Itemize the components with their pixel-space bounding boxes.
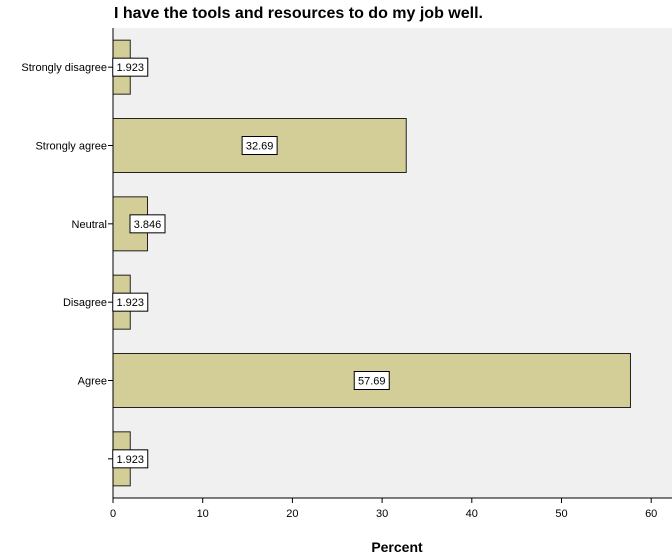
- data-label-text-strongly-agree: 32.69: [246, 141, 274, 153]
- x-axis-title: Percent: [371, 539, 423, 554]
- data-labels-group: 1.923 32.69 3.846 1.923 57.69 1.923: [112, 57, 390, 469]
- x-tick-label-60: 60: [645, 508, 657, 520]
- data-label-strongly-disagree: 1.923: [112, 57, 149, 77]
- data-label-agree: 57.69: [353, 371, 390, 390]
- data-label-neutral: 3.846: [129, 214, 166, 234]
- data-label-box-disagree: [112, 292, 149, 312]
- x-tick-label-50: 50: [555, 508, 567, 520]
- y-tick-label-strongly-disagree: Strongly disagree: [21, 62, 107, 74]
- x-tick-label-20: 20: [286, 508, 298, 520]
- y-tick-label-strongly-agree: Strongly agree: [35, 141, 107, 153]
- data-label-box-neutral: [129, 214, 166, 234]
- data-label-text-neutral: 3.846: [134, 219, 162, 231]
- y-tick-label-neutral: Neutral: [72, 219, 107, 231]
- chart-title: I have the tools and resources to do my …: [114, 5, 483, 22]
- data-label-unlabeled: 1.923: [112, 449, 149, 469]
- x-axis: 0 10 20 30 40 50 60: [110, 497, 672, 520]
- data-label-box-strongly-agree: [241, 136, 278, 155]
- data-label-text-agree: 57.69: [358, 376, 386, 388]
- data-label-text-disagree: 1.923: [116, 297, 144, 309]
- data-label-disagree: 1.923: [112, 292, 149, 312]
- x-tick-label-30: 30: [376, 508, 388, 520]
- x-tick-label-10: 10: [197, 508, 209, 520]
- y-axis: Strongly disagree Strongly agree Neutral Di…: [21, 28, 114, 498]
- y-tick-label-agree: Agree: [78, 376, 107, 388]
- data-label-box-agree: [353, 371, 390, 390]
- data-label-box-unlabeled: [112, 449, 149, 469]
- data-label-box-strongly-disagree: [112, 57, 149, 77]
- x-tick-label-40: 40: [466, 508, 478, 520]
- data-label-text-unlabeled: 1.923: [116, 454, 144, 466]
- data-label-text-strongly-disagree: 1.923: [116, 62, 144, 74]
- data-label-strongly-agree: 32.69: [241, 136, 278, 155]
- y-tick-label-disagree: Disagree: [63, 297, 107, 309]
- x-tick-label-0: 0: [110, 508, 116, 520]
- plot-area: [113, 28, 672, 498]
